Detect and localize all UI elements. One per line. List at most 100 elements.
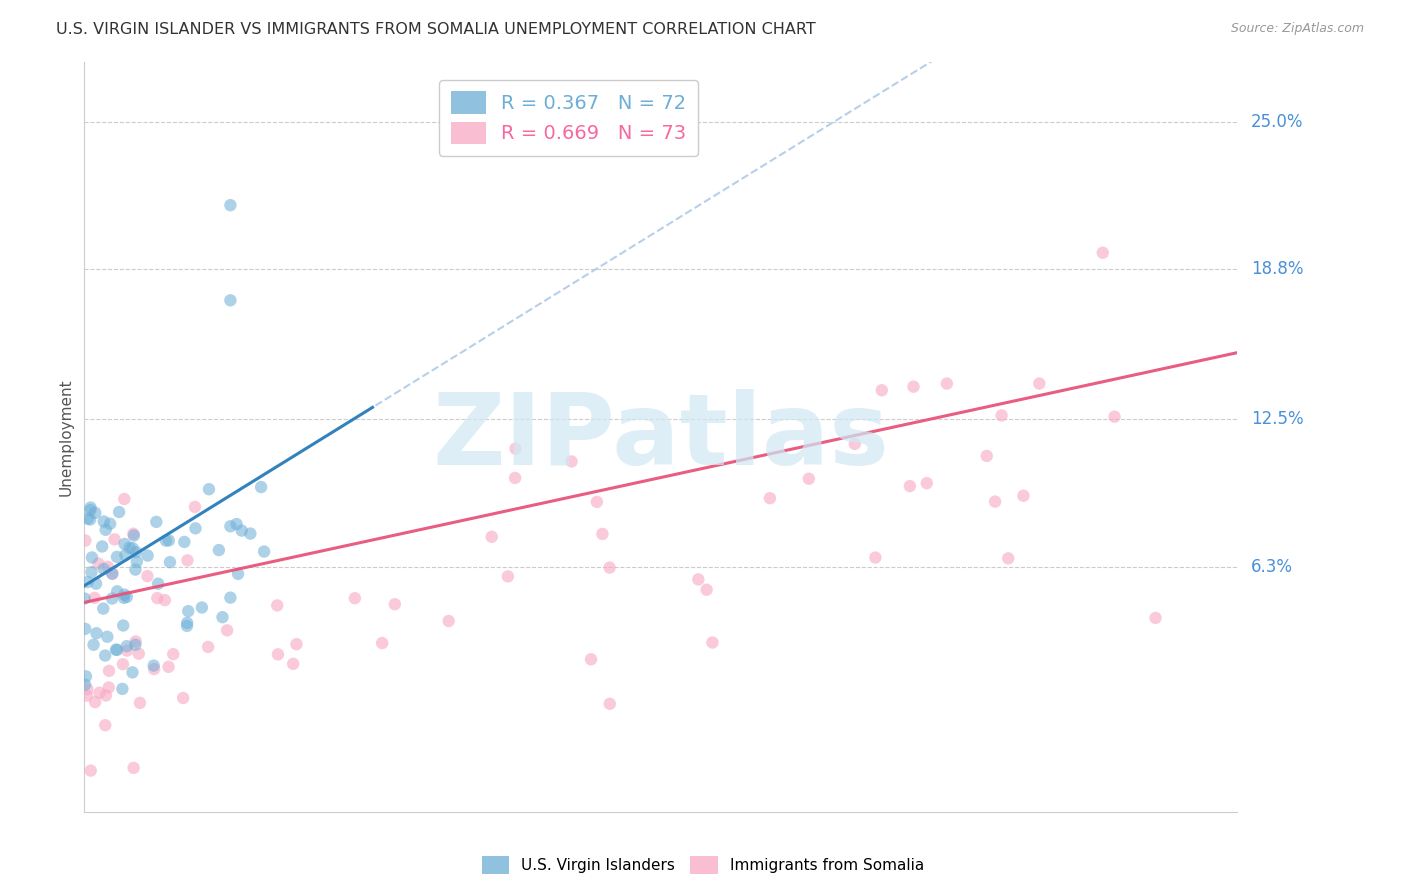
Point	[115, 643, 138, 657]
Legend: U.S. Virgin Islanders, Immigrants from Somalia: U.S. Virgin Islanders, Immigrants from S…	[475, 850, 931, 880]
Point	[984, 494, 1007, 508]
Point	[125, 634, 148, 648]
Text: 12.5%: 12.5%	[1251, 410, 1303, 428]
Point	[696, 582, 718, 597]
Point	[176, 619, 198, 633]
Point	[437, 614, 460, 628]
Point	[184, 521, 207, 535]
Point	[101, 566, 124, 581]
Point	[136, 569, 159, 583]
Text: Source: ZipAtlas.com: Source: ZipAtlas.com	[1230, 22, 1364, 36]
Point	[79, 503, 101, 517]
Text: 25.0%: 25.0%	[1251, 113, 1303, 131]
Text: U.S. VIRGIN ISLANDER VS IMMIGRANTS FROM SOMALIA UNEMPLOYMENT CORRELATION CHART: U.S. VIRGIN ISLANDER VS IMMIGRANTS FROM …	[56, 22, 815, 37]
Point	[75, 533, 97, 548]
Point	[80, 565, 103, 579]
Point	[76, 689, 98, 703]
Point	[98, 516, 121, 531]
Point	[76, 575, 98, 590]
Point	[266, 599, 288, 613]
Point	[80, 550, 103, 565]
Point	[91, 540, 114, 554]
Point	[112, 591, 135, 605]
Point	[89, 686, 111, 700]
Point	[239, 526, 262, 541]
Point	[990, 409, 1012, 423]
Point	[122, 526, 145, 541]
Point	[481, 530, 503, 544]
Text: ZIPatlas: ZIPatlas	[433, 389, 889, 485]
Point	[586, 495, 609, 509]
Point	[343, 591, 366, 606]
Point	[219, 293, 242, 308]
Point	[129, 696, 152, 710]
Point	[191, 600, 214, 615]
Point	[198, 482, 221, 496]
Point	[496, 569, 519, 583]
Point	[97, 681, 120, 695]
Point	[146, 576, 169, 591]
Point	[76, 511, 98, 525]
Point	[115, 590, 138, 604]
Point	[579, 652, 602, 666]
Point	[104, 642, 127, 657]
Point	[94, 648, 117, 663]
Point	[121, 541, 143, 556]
Point	[173, 535, 195, 549]
Point	[285, 637, 308, 651]
Point	[87, 557, 110, 571]
Point	[143, 662, 166, 676]
Point	[124, 563, 146, 577]
Point	[177, 604, 200, 618]
Point	[76, 682, 98, 697]
Point	[560, 454, 582, 468]
Point	[505, 442, 527, 456]
Point	[93, 562, 115, 576]
Point	[231, 524, 253, 538]
Point	[503, 471, 526, 485]
Point	[93, 515, 115, 529]
Y-axis label: Unemployment: Unemployment	[58, 378, 73, 496]
Point	[599, 560, 621, 574]
Point	[79, 512, 101, 526]
Point	[865, 550, 887, 565]
Point	[83, 638, 105, 652]
Point	[145, 515, 167, 529]
Text: 6.3%: 6.3%	[1251, 558, 1294, 575]
Point	[211, 610, 233, 624]
Point	[114, 548, 136, 562]
Point	[84, 695, 107, 709]
Point	[903, 379, 925, 393]
Point	[184, 500, 207, 514]
Point	[1028, 376, 1050, 391]
Point	[94, 689, 117, 703]
Point	[283, 657, 305, 671]
Point	[75, 622, 97, 636]
Point	[142, 658, 165, 673]
Point	[112, 618, 135, 632]
Legend: R = 0.367   N = 72, R = 0.669   N = 73: R = 0.367 N = 72, R = 0.669 N = 73	[439, 79, 699, 156]
Point	[1091, 245, 1114, 260]
Point	[108, 505, 131, 519]
Point	[997, 551, 1019, 566]
Point	[122, 761, 145, 775]
Point	[136, 549, 159, 563]
Point	[371, 636, 394, 650]
Point	[176, 615, 198, 630]
Point	[111, 681, 134, 696]
Point	[157, 660, 180, 674]
Point	[176, 553, 198, 567]
Point	[125, 555, 148, 569]
Point	[112, 588, 135, 602]
Point	[96, 630, 118, 644]
Point	[115, 639, 138, 653]
Point	[80, 764, 103, 778]
Point	[105, 549, 128, 564]
Point	[384, 597, 406, 611]
Point	[217, 624, 239, 638]
Point	[101, 566, 124, 581]
Point	[219, 198, 242, 212]
Point	[125, 545, 148, 559]
Point	[83, 591, 105, 605]
Text: 18.8%: 18.8%	[1251, 260, 1303, 278]
